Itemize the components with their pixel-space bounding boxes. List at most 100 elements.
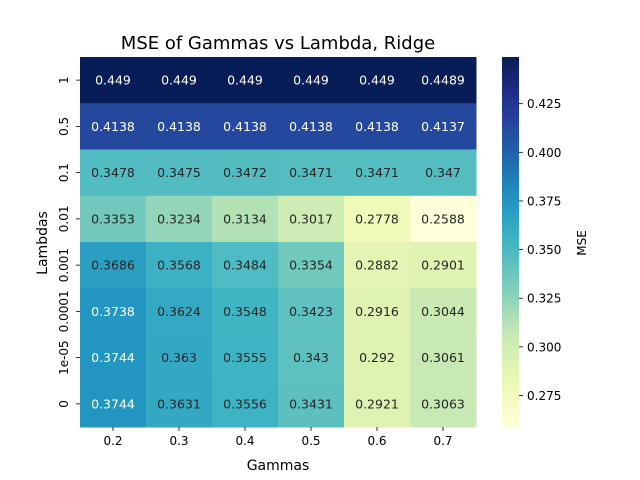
y-axis-label: Lambdas <box>35 211 51 275</box>
cell-value-label: 0.3568 <box>157 258 201 273</box>
heatmap-cell <box>212 242 279 289</box>
heatmap-cell <box>410 334 477 382</box>
heatmap-cell <box>344 103 411 150</box>
heatmap-cell <box>212 334 279 382</box>
chart-title: MSE of Gammas vs Lambda, Ridge <box>121 33 435 54</box>
cell-value-label: 0.4138 <box>157 119 201 134</box>
heatmap-cell <box>278 380 345 428</box>
heatmap-cell <box>410 242 477 289</box>
cell-value-label: 0.2588 <box>421 211 465 226</box>
cell-value-label: 0.4138 <box>223 119 267 134</box>
cell-value-label: 0.3555 <box>223 350 267 365</box>
heatmap-cell <box>80 288 147 335</box>
heatmap-cell <box>80 195 147 243</box>
heatmap-cell <box>146 103 213 150</box>
cell-value-label: 0.449 <box>227 73 263 88</box>
cell-value-label: 0.4137 <box>421 119 465 134</box>
cell-value-label: 0.2916 <box>355 304 399 319</box>
heatmap-cell <box>278 288 345 335</box>
y-tick-label: 0.0001 <box>57 290 71 332</box>
heatmap-cell <box>344 380 411 428</box>
heatmap-cell <box>80 103 147 150</box>
cell-value-label: 0.3423 <box>289 304 333 319</box>
cell-value-label: 0.2778 <box>355 211 399 226</box>
heatmap-cell <box>212 195 279 243</box>
cell-value-label: 0.347 <box>425 165 461 180</box>
heatmap-cell <box>410 195 477 243</box>
cell-value-label: 0.3624 <box>157 304 201 319</box>
cell-value-label: 0.449 <box>161 73 197 88</box>
colorbar-tick-label: 0.325 <box>527 292 561 306</box>
heatmap-cell <box>278 149 345 197</box>
y-tick-label: 1e-05 <box>57 340 71 375</box>
x-tick-label: 0.2 <box>103 434 122 448</box>
heatmap-cell <box>80 380 147 428</box>
cell-value-label: 0.2901 <box>421 258 465 273</box>
cell-value-label: 0.363 <box>161 350 197 365</box>
x-axis: 0.2 0.3 0.4 0.5 0.6 0.7 <box>103 427 453 448</box>
x-axis-label: Gammas <box>247 458 310 474</box>
heatmap-cell <box>80 242 147 289</box>
heatmap-cell <box>146 380 213 428</box>
y-tick-label: 0.5 <box>57 117 71 136</box>
cell-value-label: 0.3556 <box>223 396 267 411</box>
cell-value-label: 0.3472 <box>223 165 267 180</box>
heatmap-cell <box>146 242 213 289</box>
cell-value-label: 0.449 <box>95 73 131 88</box>
heatmap-cell <box>212 288 279 335</box>
heatmap-cell <box>344 195 411 243</box>
cell-value-label: 0.3471 <box>289 165 333 180</box>
heatmap-cell <box>278 242 345 289</box>
cell-value-label: 0.3548 <box>223 304 267 319</box>
cell-value-label: 0.3234 <box>157 211 201 226</box>
cell-value-label: 0.2921 <box>355 396 399 411</box>
heatmap-cell <box>212 103 279 150</box>
cell-value-label: 0.3044 <box>421 304 465 319</box>
heatmap-cell <box>146 334 213 382</box>
cell-value-label: 0.3431 <box>289 396 333 411</box>
cell-value-label: 0.3134 <box>223 211 267 226</box>
cell-value-label: 0.3061 <box>421 350 465 365</box>
heatmap-cell <box>146 149 213 197</box>
heatmap-cell <box>410 103 477 150</box>
heatmap-cell <box>344 334 411 382</box>
heatmap-cell <box>344 149 411 197</box>
cell-value-label: 0.3353 <box>91 211 135 226</box>
colorbar-tick-label: 0.300 <box>527 340 561 354</box>
colorbar-label: MSE <box>575 230 589 256</box>
heatmap-cell <box>278 57 345 104</box>
cell-value-label: 0.4138 <box>289 119 333 134</box>
cell-value-label: 0.3744 <box>91 396 135 411</box>
cell-value-label: 0.3686 <box>91 258 135 273</box>
cell-value-label: 0.292 <box>359 350 395 365</box>
cell-value-label: 0.4138 <box>355 119 399 134</box>
heatmap-cell <box>278 103 345 150</box>
x-tick-label: 0.4 <box>235 434 254 448</box>
heatmap-cell <box>212 380 279 428</box>
heatmap-cell <box>80 334 147 382</box>
colorbar-tick-label: 0.275 <box>527 389 561 403</box>
cell-value-label: 0.449 <box>293 73 329 88</box>
heatmap-cell <box>80 57 147 104</box>
heatmap-cell <box>212 57 279 104</box>
heatmap-cell <box>344 57 411 104</box>
heatmap-cell <box>146 288 213 335</box>
x-tick-label: 0.5 <box>301 434 320 448</box>
heatmap-cell <box>344 288 411 335</box>
cell-value-label: 0.449 <box>359 73 395 88</box>
x-tick-label: 0.7 <box>433 434 452 448</box>
heatmap-cell <box>212 149 279 197</box>
colorbar-tick-label: 0.400 <box>527 146 561 160</box>
cell-value-label: 0.3631 <box>157 396 201 411</box>
y-tick-label: 0.001 <box>57 248 71 282</box>
y-tick-label: 0.1 <box>57 163 71 182</box>
heatmap-cell <box>278 195 345 243</box>
heatmap-cell <box>80 149 147 197</box>
cell-value-label: 0.3471 <box>355 165 399 180</box>
heatmap-cell <box>278 334 345 382</box>
cell-value-label: 0.4138 <box>91 119 135 134</box>
cell-value-label: 0.3484 <box>223 258 267 273</box>
cell-value-label: 0.3063 <box>421 396 465 411</box>
cell-value-label: 0.4489 <box>421 73 465 88</box>
